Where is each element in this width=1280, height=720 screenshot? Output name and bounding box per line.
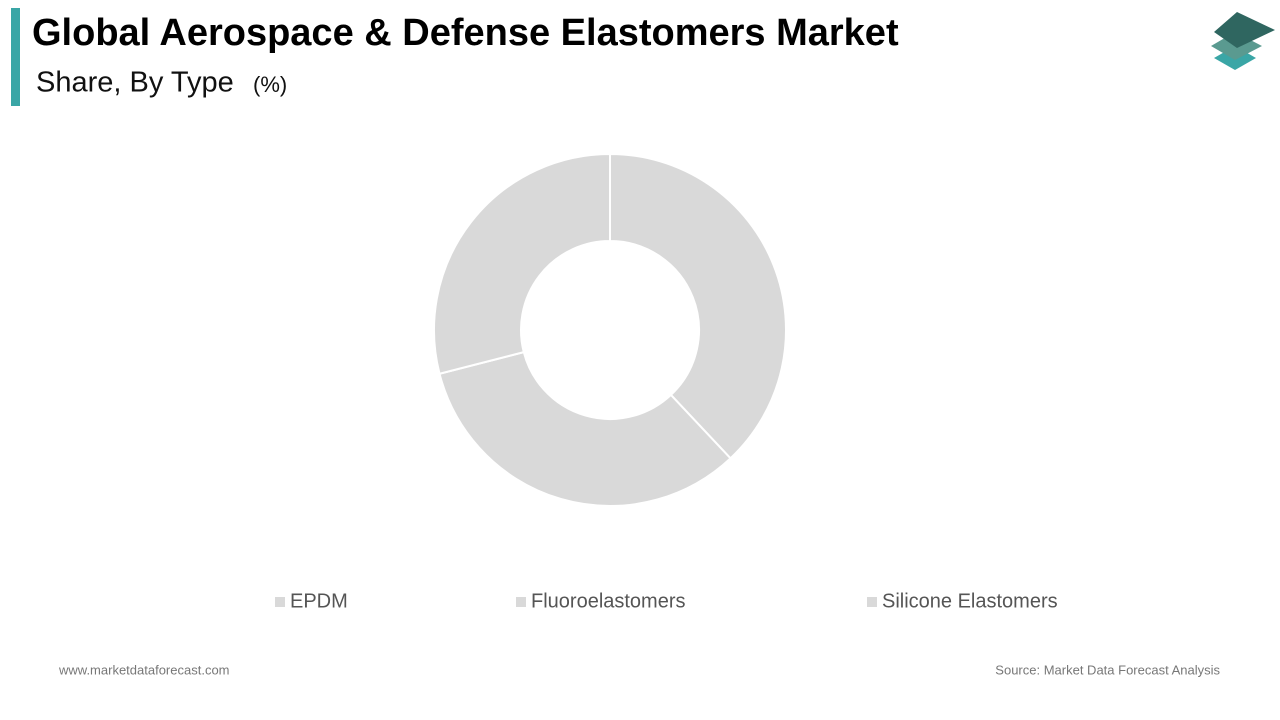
donut-segment [433, 152, 611, 375]
source: Source: Market Data Forecast Analysis [995, 662, 1220, 677]
legend-label: EPDM [290, 590, 348, 612]
legend-label: Silicone Elastomers [882, 590, 1058, 612]
legend-swatch [516, 597, 526, 607]
chart-title: Global Aerospace & Defense Elastomers Ma… [32, 12, 899, 54]
legend-swatch [275, 597, 285, 607]
donut-segment [438, 350, 732, 507]
title-accent [11, 8, 20, 106]
unit-label: (%) [253, 72, 287, 97]
legend-swatch [867, 597, 877, 607]
website: www.marketdataforecast.com [58, 662, 230, 677]
logo [1211, 12, 1275, 70]
donut-segment [609, 152, 787, 460]
chart-subtitle: Share, By Type [36, 67, 234, 99]
legend-label: Fluoroelastomers [531, 590, 686, 612]
